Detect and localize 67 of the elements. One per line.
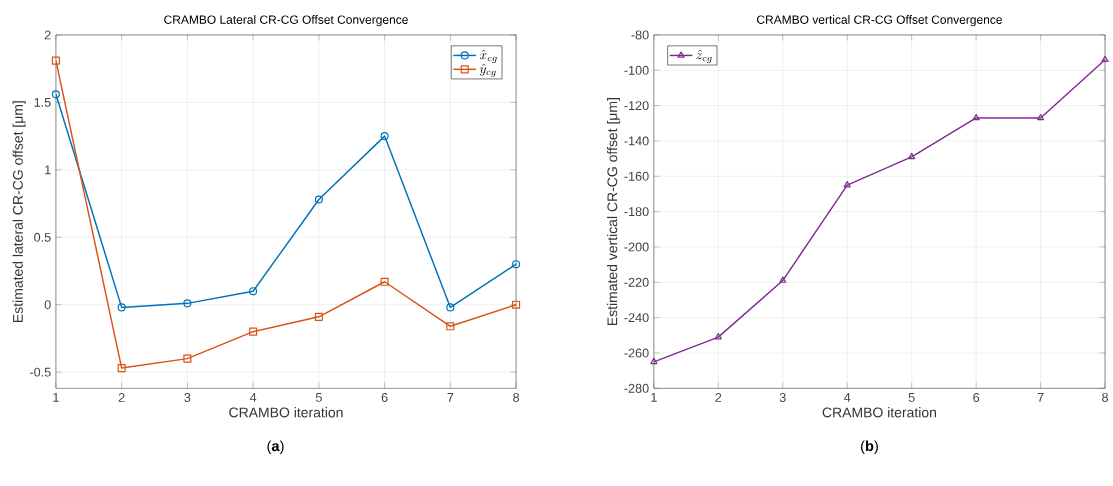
text: (a): [267, 440, 284, 454]
y-tick-label: 1.5: [34, 97, 51, 107]
y-tick-label: 2: [44, 30, 51, 40]
point: [380, 131, 389, 141]
point: [314, 312, 323, 321]
y-tick-label: -160: [624, 171, 649, 181]
x-tick-label: 3: [779, 392, 786, 402]
y-tick-label: -280: [624, 383, 649, 393]
y-tick-label: -0.5: [29, 367, 51, 377]
point: [446, 303, 455, 312]
y-tick-label: -100: [624, 65, 649, 75]
point: [714, 332, 722, 340]
point: [843, 181, 851, 188]
point: [249, 327, 258, 336]
point: [512, 260, 521, 269]
y-axis-title: Estimated vertical CR-CG offset [μm]: [607, 98, 621, 325]
x-tick-label: 8: [513, 392, 520, 402]
point: [972, 113, 980, 121]
y-tick-label: -140: [624, 136, 649, 146]
y-axis-title: Estimated lateral CR-CG offset [μm]: [12, 101, 26, 322]
x-tick-label: 8: [1102, 392, 1109, 402]
y-tick-label: -200: [624, 242, 649, 252]
x-tick-label: 5: [908, 392, 915, 402]
x-tick-label: 2: [715, 392, 722, 402]
y-tick-label: 0.5: [34, 232, 51, 242]
y-tick-label: -80: [631, 30, 649, 40]
x-tick-label: 4: [249, 392, 257, 402]
point: [650, 357, 658, 365]
y-tick-label: -260: [624, 348, 649, 358]
point: [908, 152, 916, 160]
x-tick-label: 7: [1037, 392, 1044, 402]
point: [183, 299, 192, 308]
text: (b): [861, 440, 878, 454]
x-tick-label: 5: [315, 392, 322, 402]
x-axis-title: CRAMBO iteration: [229, 407, 343, 418]
chart-title: CRAMBO Lateral CR-CG Offset Convergence: [164, 15, 408, 27]
point: [183, 354, 192, 363]
point: [446, 322, 455, 331]
point: [117, 303, 126, 312]
point: [512, 300, 521, 309]
x-tick-label: 2: [118, 392, 125, 402]
y-tick-label: 0: [44, 300, 51, 310]
point: [314, 195, 323, 204]
y-tick-label: -180: [624, 207, 649, 217]
x-axis-title: CRAMBO iteration: [822, 407, 936, 418]
y-tick-label: -240: [624, 313, 649, 323]
point: [117, 363, 126, 373]
x-tick-label: 7: [447, 392, 454, 402]
y-tick-label: -120: [624, 101, 649, 111]
legend-label: $\hat{y}_{cg}$: [479, 63, 496, 77]
x-tick-label: 6: [973, 392, 980, 402]
x-tick-label: 6: [381, 392, 388, 402]
point: [380, 277, 389, 286]
point: [249, 287, 258, 296]
y-tick-label: -220: [624, 277, 649, 287]
chart-title: CRAMBO vertical CR-CG Offset Convergence: [757, 15, 1002, 27]
x-tick-label: 1: [651, 392, 657, 402]
legend-label: $\hat{z}_{cg}$: [696, 49, 712, 63]
x-tick-label: 4: [844, 392, 851, 402]
point: [779, 276, 787, 283]
point: [51, 90, 60, 99]
point: [51, 56, 60, 65]
point: [1101, 55, 1109, 62]
x-tick-label: 3: [184, 392, 191, 402]
legend-label: $\hat{x}_{cg}$: [479, 49, 497, 63]
y-tick-label: 1: [45, 165, 51, 175]
x-tick-label: 1: [53, 392, 59, 402]
